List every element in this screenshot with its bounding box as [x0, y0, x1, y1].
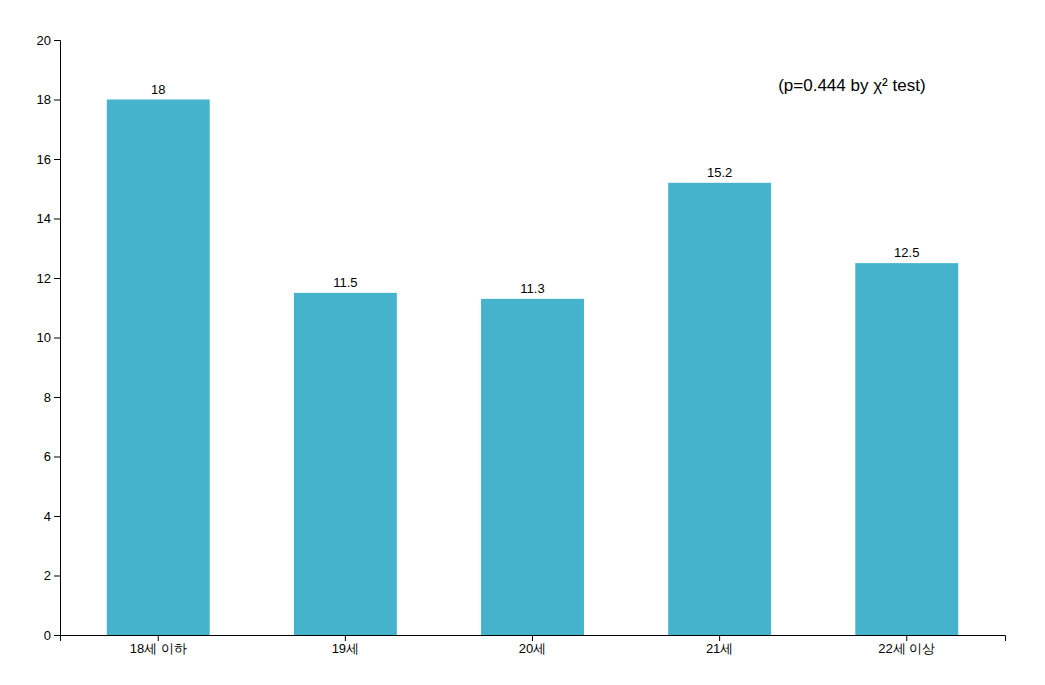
- chart-svg: 0246810121416182018세 이하19세20세21세22세 이상18…: [0, 0, 1045, 685]
- plot-area: 0246810121416182018세 이하19세20세21세22세 이상18…: [37, 33, 1006, 657]
- y-tick-mark: [54, 457, 60, 458]
- x-tick: 21세: [706, 635, 733, 656]
- x-tick: 18세 이하: [130, 635, 187, 656]
- x-axis: 18세 이하 19세 20세 21세 22세 이상: [61, 635, 1006, 656]
- x-tick-mark: [158, 635, 159, 641]
- x-tick-label: 18세 이하: [130, 641, 187, 656]
- bar: [481, 299, 584, 635]
- y-tick-label: 8: [44, 390, 51, 405]
- x-tick-label: 21세: [706, 641, 733, 656]
- y-tick: 2: [44, 568, 60, 583]
- x-tick-mark: [532, 635, 533, 641]
- data-label: 18: [151, 82, 165, 97]
- x-axis-line: [61, 636, 1006, 642]
- y-tick: 20: [37, 33, 60, 48]
- chart-container: 0246810121416182018세 이하19세20세21세22세 이상18…: [0, 0, 1045, 685]
- data-label: 11.3: [520, 281, 544, 296]
- bar: [668, 183, 771, 635]
- data-label: 11.5: [333, 275, 357, 290]
- y-tick: 6: [44, 449, 60, 464]
- y-tick-label: 20: [37, 33, 51, 48]
- y-tick-label: 10: [37, 330, 51, 345]
- y-tick-label: 16: [37, 152, 51, 167]
- y-tick: 0: [44, 628, 60, 643]
- data-labels: 18 11.5 11.3 15.2 12.5: [151, 82, 919, 296]
- bar: [294, 293, 397, 635]
- data-label: 12.5: [894, 245, 919, 260]
- x-tick: 20세: [519, 635, 546, 656]
- y-tick-label: 14: [37, 211, 51, 226]
- y-tick: 14: [37, 211, 60, 226]
- y-axis: 0 2 4 6 8 10 12 14 16 18 20: [37, 33, 61, 643]
- y-tick: 12: [37, 271, 60, 286]
- x-tick: 19세: [332, 635, 359, 656]
- x-tick-mark: [719, 635, 720, 641]
- y-tick-mark: [54, 338, 60, 339]
- y-tick-mark: [54, 576, 60, 577]
- x-tick-label: 20세: [519, 641, 546, 656]
- y-tick-label: 6: [44, 449, 51, 464]
- y-tick-mark: [54, 397, 60, 398]
- x-tick-label: 19세: [332, 641, 359, 656]
- y-tick-mark: [54, 159, 60, 160]
- x-tick-mark: [906, 635, 907, 641]
- y-tick: 4: [44, 509, 60, 524]
- y-tick: 18: [37, 92, 60, 107]
- y-tick-mark: [54, 635, 60, 636]
- bar: [107, 100, 210, 636]
- bars: [107, 100, 958, 636]
- y-tick-mark: [54, 516, 60, 517]
- y-tick-label: 12: [37, 271, 51, 286]
- y-tick-mark: [54, 40, 60, 41]
- bar: [855, 263, 958, 635]
- x-tick: 22세 이상: [878, 635, 935, 656]
- y-tick: 8: [44, 390, 60, 405]
- y-tick-label: 18: [37, 92, 51, 107]
- y-tick-label: 2: [44, 568, 51, 583]
- y-tick-label: 4: [44, 509, 51, 524]
- y-tick: 10: [37, 330, 60, 345]
- data-label: 15.2: [707, 165, 732, 180]
- x-tick-label: 22세 이상: [878, 641, 935, 656]
- y-tick-mark: [54, 100, 60, 101]
- y-tick-label: 0: [44, 628, 51, 643]
- y-tick: 16: [37, 152, 60, 167]
- y-tick-mark: [54, 219, 60, 220]
- annotation: (p=0.444 by χ² test): [778, 76, 925, 95]
- y-tick-mark: [54, 278, 60, 279]
- x-tick-mark: [345, 635, 346, 641]
- y-axis-line: [54, 41, 61, 636]
